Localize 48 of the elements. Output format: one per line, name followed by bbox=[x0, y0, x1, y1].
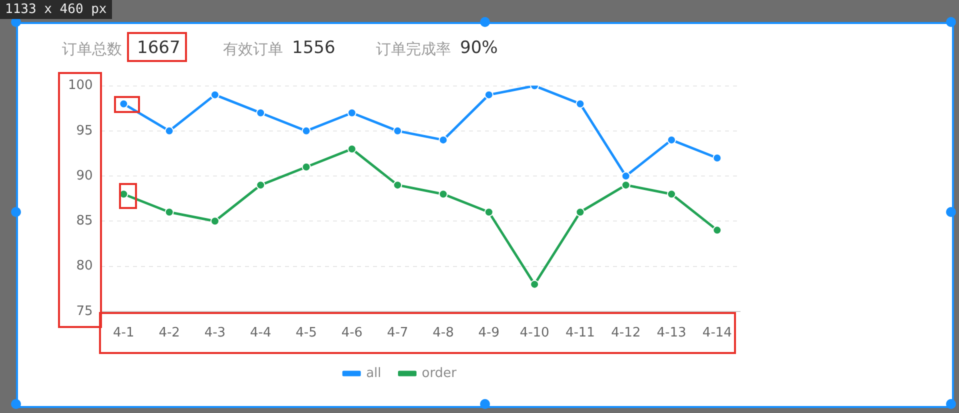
point bbox=[256, 180, 266, 190]
x-tick-label: 4-8 bbox=[432, 326, 454, 341]
x-tick-label: 4-10 bbox=[520, 326, 550, 341]
text: 1556 bbox=[292, 38, 336, 58]
y-tick-label: 100 bbox=[68, 78, 93, 94]
point bbox=[712, 226, 722, 235]
y-tick-label: 85 bbox=[76, 214, 93, 229]
text: 90% bbox=[460, 38, 498, 58]
y-tick-label: 80 bbox=[76, 258, 93, 274]
legend-label: all bbox=[366, 366, 382, 381]
y-tick-label: 90 bbox=[76, 168, 93, 184]
x-tick-label: 4-5 bbox=[296, 326, 317, 341]
point bbox=[576, 99, 585, 108]
point bbox=[393, 126, 402, 136]
x-tick-label: 4-12 bbox=[611, 326, 641, 341]
x-tick-label: 4-7 bbox=[386, 326, 408, 341]
point bbox=[164, 208, 174, 217]
point bbox=[621, 180, 630, 190]
point bbox=[438, 135, 448, 144]
x-tick-label: 4-4 bbox=[250, 326, 272, 341]
point bbox=[164, 126, 174, 136]
legend-label: order bbox=[422, 366, 458, 381]
point bbox=[210, 216, 220, 226]
text: 订单总数 bbox=[62, 40, 122, 59]
x-tick-label: 4-1 bbox=[113, 326, 134, 341]
text: 有效订单 bbox=[223, 40, 283, 59]
point bbox=[438, 190, 448, 199]
x-tick-label: 4-14 bbox=[702, 326, 732, 341]
text: 1667 bbox=[137, 38, 180, 58]
y-tick-label: 95 bbox=[76, 123, 93, 138]
x-tick-label: 4-3 bbox=[204, 326, 226, 341]
x-tick-label: 4-9 bbox=[478, 326, 500, 341]
point bbox=[347, 108, 356, 118]
point bbox=[667, 190, 676, 199]
point bbox=[576, 208, 585, 217]
point bbox=[484, 208, 494, 217]
point bbox=[393, 180, 402, 190]
text: 订单完成率 bbox=[376, 40, 451, 59]
x-tick-label: 4-2 bbox=[158, 326, 180, 341]
point bbox=[256, 108, 266, 118]
x-tick-label: 4-11 bbox=[565, 326, 595, 341]
point bbox=[210, 90, 220, 100]
point bbox=[302, 126, 311, 136]
text: 1133 x 460 px bbox=[0, 0, 112, 19]
x-tick-label: 4-13 bbox=[656, 326, 686, 341]
y-tick-label: 75 bbox=[76, 304, 93, 319]
x-tick-label: 4-6 bbox=[341, 326, 363, 341]
point bbox=[484, 90, 494, 100]
